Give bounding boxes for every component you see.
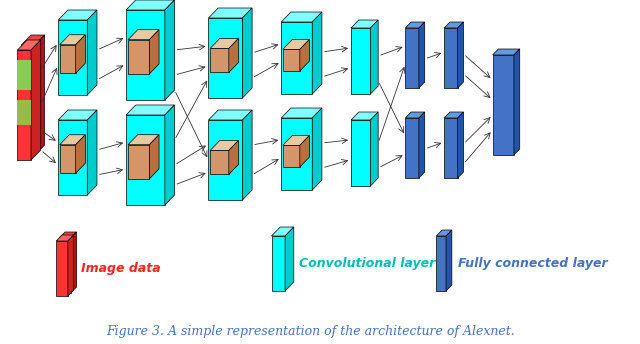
Polygon shape: [371, 112, 378, 186]
Polygon shape: [351, 20, 378, 28]
Polygon shape: [300, 39, 310, 71]
Polygon shape: [493, 55, 514, 155]
Polygon shape: [58, 20, 87, 95]
Polygon shape: [58, 120, 87, 195]
Polygon shape: [210, 39, 239, 49]
Polygon shape: [210, 150, 229, 174]
Polygon shape: [283, 39, 310, 49]
Polygon shape: [128, 40, 149, 74]
Polygon shape: [210, 140, 239, 150]
Polygon shape: [281, 118, 312, 190]
Polygon shape: [405, 112, 425, 118]
Polygon shape: [17, 100, 31, 125]
Text: Fully connected layer: Fully connected layer: [458, 257, 607, 270]
Polygon shape: [283, 49, 300, 71]
Polygon shape: [444, 22, 463, 28]
Polygon shape: [209, 18, 243, 98]
Polygon shape: [209, 120, 243, 200]
Polygon shape: [436, 230, 452, 236]
Polygon shape: [126, 0, 175, 10]
Polygon shape: [71, 232, 77, 293]
Polygon shape: [312, 12, 322, 94]
Polygon shape: [60, 45, 76, 73]
Polygon shape: [229, 140, 239, 174]
Polygon shape: [419, 112, 425, 178]
Polygon shape: [243, 8, 252, 98]
Polygon shape: [419, 22, 425, 88]
Polygon shape: [149, 135, 159, 179]
Polygon shape: [165, 105, 175, 205]
Polygon shape: [76, 35, 85, 73]
Polygon shape: [271, 227, 294, 236]
Polygon shape: [60, 145, 76, 173]
Text: Convolutional layer: Convolutional layer: [299, 257, 435, 270]
Polygon shape: [458, 22, 463, 88]
Polygon shape: [87, 110, 97, 195]
Polygon shape: [312, 108, 322, 190]
Polygon shape: [371, 20, 378, 94]
Polygon shape: [405, 118, 419, 178]
Polygon shape: [128, 145, 149, 179]
Polygon shape: [149, 30, 159, 74]
Polygon shape: [56, 235, 74, 241]
Polygon shape: [17, 60, 31, 90]
Text: Figure 3. A simple representation of the architecture of Alexnet.: Figure 3. A simple representation of the…: [106, 325, 515, 338]
Polygon shape: [281, 22, 312, 94]
Polygon shape: [17, 50, 31, 160]
Polygon shape: [128, 135, 159, 145]
Polygon shape: [21, 35, 45, 45]
Text: Image data: Image data: [81, 262, 161, 275]
Polygon shape: [165, 0, 175, 100]
Polygon shape: [60, 135, 85, 145]
Polygon shape: [58, 10, 97, 20]
Polygon shape: [281, 12, 322, 22]
Polygon shape: [283, 135, 310, 146]
Polygon shape: [351, 120, 371, 186]
Polygon shape: [87, 10, 97, 95]
Polygon shape: [444, 118, 458, 178]
Polygon shape: [300, 135, 310, 167]
Polygon shape: [281, 108, 322, 118]
Polygon shape: [351, 112, 378, 120]
Polygon shape: [126, 10, 165, 100]
Polygon shape: [444, 112, 463, 118]
Polygon shape: [285, 227, 294, 291]
Polygon shape: [405, 28, 419, 88]
Polygon shape: [209, 110, 252, 120]
Polygon shape: [283, 146, 300, 167]
Polygon shape: [210, 49, 229, 72]
Polygon shape: [76, 135, 85, 173]
Polygon shape: [514, 49, 520, 155]
Polygon shape: [229, 39, 239, 72]
Polygon shape: [58, 110, 97, 120]
Polygon shape: [446, 230, 452, 291]
Polygon shape: [209, 8, 252, 18]
Polygon shape: [493, 49, 520, 55]
Polygon shape: [243, 110, 252, 200]
Polygon shape: [59, 232, 77, 238]
Polygon shape: [126, 105, 175, 115]
Polygon shape: [59, 238, 71, 293]
Polygon shape: [458, 112, 463, 178]
Polygon shape: [405, 22, 425, 28]
Polygon shape: [35, 35, 45, 155]
Polygon shape: [436, 236, 446, 291]
Polygon shape: [351, 28, 371, 94]
Polygon shape: [21, 45, 35, 155]
Polygon shape: [56, 241, 68, 296]
Polygon shape: [444, 28, 458, 88]
Polygon shape: [60, 35, 85, 45]
Polygon shape: [271, 236, 285, 291]
Polygon shape: [17, 40, 41, 50]
Polygon shape: [68, 235, 74, 296]
Polygon shape: [126, 115, 165, 205]
Polygon shape: [128, 30, 159, 40]
Polygon shape: [31, 40, 41, 160]
